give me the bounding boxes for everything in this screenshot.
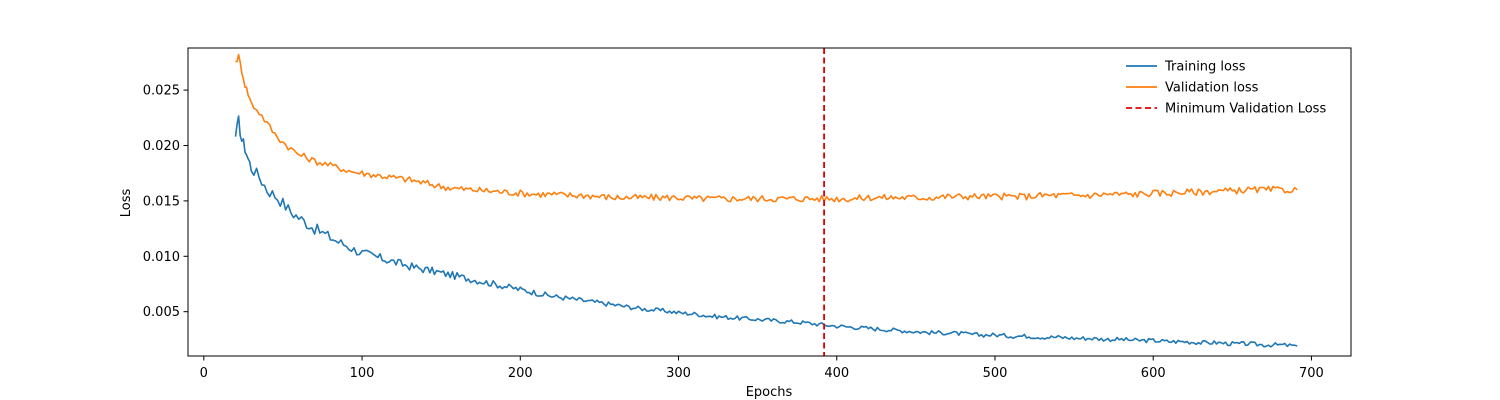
x-tick-label: 600	[1141, 366, 1166, 381]
series-line-training-loss	[234, 115, 1298, 348]
y-tick-label: 0.025	[143, 84, 180, 99]
x-tick-label: 700	[1299, 366, 1324, 381]
x-tick-label: 100	[350, 366, 375, 381]
legend-label-validation-loss: Validation loss	[1165, 81, 1259, 96]
plot-area	[188, 48, 1351, 356]
axes-layer: 0 100 200 300 400 500 600 700 0.005 0.010 0.015 0.0…	[143, 47, 1352, 381]
x-tick-label: 400	[824, 366, 849, 381]
legend-label-training-loss: Training loss	[1164, 60, 1246, 75]
x-tick-label: 500	[983, 366, 1008, 381]
legend-label-minimum-validation-loss: Minimum Validation Loss	[1165, 102, 1326, 117]
x-tick-label: 0	[200, 366, 208, 381]
series-line-validation-loss	[235, 53, 1298, 203]
y-tick-label: 0.015	[143, 194, 180, 209]
x-tick-label: 300	[666, 366, 691, 381]
x-axis-label: Epochs	[746, 385, 793, 400]
series-layer	[234, 53, 1298, 348]
y-tick-label: 0.005	[143, 305, 180, 320]
y-tick-label: 0.010	[143, 250, 180, 265]
y-axis-label: Loss	[119, 189, 134, 218]
legend: Training loss Validation loss Minimum Vali…	[1126, 60, 1326, 117]
axes-frame	[187, 47, 1352, 357]
y-tick-label: 0.020	[143, 139, 180, 154]
plot-background	[188, 48, 1351, 356]
x-tick-label: 200	[508, 366, 533, 381]
